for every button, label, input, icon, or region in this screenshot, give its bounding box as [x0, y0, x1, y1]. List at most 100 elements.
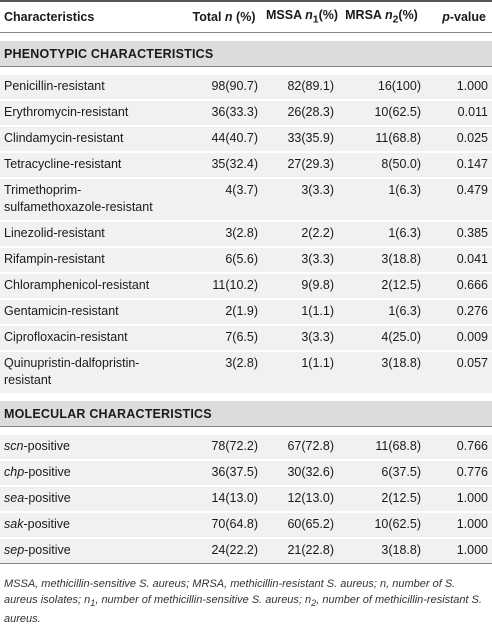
- characteristics-table: Characteristics Total n (%) MSSA n1(%) M…: [0, 0, 492, 564]
- cell-mssa: 33(35.9): [262, 125, 338, 152]
- row-name: Gentamicin-resistant: [0, 298, 186, 325]
- cell-mssa: 9(9.8): [262, 272, 338, 299]
- cell-total: 11(10.2): [186, 272, 262, 299]
- table-row: Linezolid-resistant 3(2.8) 2(2.2) 1(6.3)…: [0, 220, 492, 247]
- row-name: sak-positive: [0, 511, 186, 538]
- cell-p-value: 1.000: [425, 485, 492, 512]
- cell-mssa: 1(1.1): [262, 298, 338, 325]
- table-footnote: MSSA, methicillin-sensitive S. aureus; M…: [4, 578, 482, 626]
- row-name: Ciprofloxacin-resistant: [0, 324, 186, 351]
- cell-total: 78(72.2): [186, 435, 262, 460]
- cell-mrsa: 2(12.5): [338, 272, 425, 299]
- table-row: Rifampin-resistant 6(5.6) 3(3.3) 3(18.8)…: [0, 246, 492, 273]
- cell-p-value: 1.000: [425, 75, 492, 100]
- cell-p-value: 1.000: [425, 511, 492, 538]
- row-name: scn-positive: [0, 435, 186, 460]
- row-name: chp-positive: [0, 459, 186, 486]
- cell-mrsa: 16(100): [338, 75, 425, 100]
- cell-mrsa: 10(62.5): [338, 511, 425, 538]
- cell-p-value: 0.666: [425, 272, 492, 299]
- cell-total: 6(5.6): [186, 246, 262, 273]
- cell-total: 14(13.0): [186, 485, 262, 512]
- cell-mrsa: 8(50.0): [338, 151, 425, 178]
- cell-p-value: 0.147: [425, 151, 492, 178]
- row-name: Rifampin-resistant: [0, 246, 186, 273]
- cell-mrsa: 3(18.8): [338, 350, 425, 393]
- cell-mrsa: 6(37.5): [338, 459, 425, 486]
- section-molecular: MOLECULAR CHARACTERISTICS: [0, 401, 492, 427]
- cell-mrsa: 1(6.3): [338, 298, 425, 325]
- cell-mrsa: 3(18.8): [338, 537, 425, 564]
- table-row: Tetracycline-resistant 35(32.4) 27(29.3)…: [0, 151, 492, 178]
- cell-mssa: 30(32.6): [262, 459, 338, 486]
- row-name: Trimethoprim-sulfamethoxazole-resistant: [0, 177, 186, 221]
- cell-p-value: 0.766: [425, 435, 492, 460]
- cell-mrsa: 3(18.8): [338, 246, 425, 273]
- cell-total: 2(1.9): [186, 298, 262, 325]
- table-row: Clindamycin-resistant 44(40.7) 33(35.9) …: [0, 125, 492, 152]
- cell-mrsa: 11(68.8): [338, 435, 425, 460]
- table-row: sep-positive 24(22.2) 21(22.8) 3(18.8) 1…: [0, 537, 492, 564]
- table-row: Gentamicin-resistant 2(1.9) 1(1.1) 1(6.3…: [0, 298, 492, 325]
- cell-mssa: 2(2.2): [262, 220, 338, 247]
- cell-mssa: 26(28.3): [262, 99, 338, 126]
- cell-p-value: 0.276: [425, 298, 492, 325]
- cell-mssa: 60(65.2): [262, 511, 338, 538]
- cell-mssa: 1(1.1): [262, 350, 338, 393]
- cell-total: 4(3.7): [186, 177, 262, 221]
- cell-p-value: 0.025: [425, 125, 492, 152]
- table-row: Penicillin-resistant 98(90.7) 82(89.1) 1…: [0, 75, 492, 100]
- cell-p-value: 0.011: [425, 99, 492, 126]
- table-header-row: Characteristics Total n (%) MSSA n1(%) M…: [0, 0, 492, 33]
- cell-total: 7(6.5): [186, 324, 262, 351]
- row-name: Linezolid-resistant: [0, 220, 186, 247]
- row-name: Chloramphenicol-resistant: [0, 272, 186, 299]
- table-row: scn-positive 78(72.2) 67(72.8) 11(68.8) …: [0, 435, 492, 460]
- section-title: PHENOTYPIC CHARACTERISTICS: [0, 41, 492, 67]
- row-name: Tetracycline-resistant: [0, 151, 186, 178]
- cell-mrsa: 1(6.3): [338, 177, 425, 221]
- cell-mrsa: 4(25.0): [338, 324, 425, 351]
- cell-p-value: 0.385: [425, 220, 492, 247]
- table-row: Chloramphenicol-resistant 11(10.2) 9(9.8…: [0, 272, 492, 299]
- header-total: Total n (%): [186, 0, 262, 33]
- cell-total: 3(2.8): [186, 220, 262, 247]
- cell-p-value: 0.776: [425, 459, 492, 486]
- table-row: Trimethoprim-sulfamethoxazole-resistant …: [0, 177, 492, 221]
- cell-mssa: 3(3.3): [262, 246, 338, 273]
- cell-mssa: 3(3.3): [262, 324, 338, 351]
- table-row: sea-positive 14(13.0) 12(13.0) 2(12.5) 1…: [0, 485, 492, 512]
- cell-total: 3(2.8): [186, 350, 262, 393]
- header-mssa: MSSA n1(%): [262, 0, 338, 33]
- cell-mssa: 27(29.3): [262, 151, 338, 178]
- row-name: sea-positive: [0, 485, 186, 512]
- table-row: Quinupristin-dalfopristin-resistant 3(2.…: [0, 350, 492, 393]
- cell-total: 44(40.7): [186, 125, 262, 152]
- cell-p-value: 0.057: [425, 350, 492, 393]
- cell-mssa: 3(3.3): [262, 177, 338, 221]
- cell-p-value: 1.000: [425, 537, 492, 564]
- header-mrsa: MRSA n2(%): [338, 0, 425, 33]
- cell-p-value: 0.009: [425, 324, 492, 351]
- cell-p-value: 0.479: [425, 177, 492, 221]
- row-name: Penicillin-resistant: [0, 75, 186, 100]
- cell-mssa: 67(72.8): [262, 435, 338, 460]
- cell-mrsa: 10(62.5): [338, 99, 425, 126]
- header-p-value: p-value: [425, 0, 492, 33]
- row-name: Quinupristin-dalfopristin-resistant: [0, 350, 186, 393]
- cell-mrsa: 2(12.5): [338, 485, 425, 512]
- header-characteristics: Characteristics: [0, 0, 186, 33]
- section-phenotypic: PHENOTYPIC CHARACTERISTICS: [0, 41, 492, 67]
- cell-total: 36(37.5): [186, 459, 262, 486]
- row-name: sep-positive: [0, 537, 186, 564]
- cell-total: 36(33.3): [186, 99, 262, 126]
- table-row: chp-positive 36(37.5) 30(32.6) 6(37.5) 0…: [0, 459, 492, 486]
- table-row: sak-positive 70(64.8) 60(65.2) 10(62.5) …: [0, 511, 492, 538]
- cell-mssa: 21(22.8): [262, 537, 338, 564]
- cell-total: 98(90.7): [186, 75, 262, 100]
- cell-total: 35(32.4): [186, 151, 262, 178]
- cell-mssa: 82(89.1): [262, 75, 338, 100]
- cell-mrsa: 1(6.3): [338, 220, 425, 247]
- section-title: MOLECULAR CHARACTERISTICS: [0, 401, 492, 427]
